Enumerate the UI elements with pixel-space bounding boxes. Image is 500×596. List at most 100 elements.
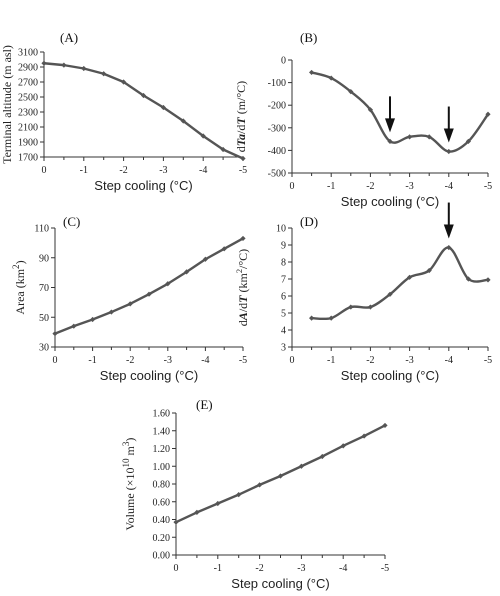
y-tick-label: 90 <box>39 253 49 264</box>
x-tick-label: -1 <box>88 355 96 366</box>
y-tick-label: 0.40 <box>153 515 171 526</box>
y-tick-label: 0 <box>281 56 286 67</box>
data-point <box>367 304 373 310</box>
y-tick-label: 1.00 <box>153 462 171 473</box>
data-point <box>41 60 47 66</box>
y-tick-label: -400 <box>268 146 286 157</box>
chart-panel: (B) -500 -400 -300 -200 -100 0 0 -1 -2 -3 -4 -5 Step … <box>234 30 492 209</box>
x-tick-label: 0 <box>290 355 295 366</box>
data-point <box>165 281 171 287</box>
data-point <box>184 269 190 275</box>
data-point <box>367 107 373 113</box>
y-tick-label: 0.60 <box>153 497 171 508</box>
y-tick-label: 30 <box>39 343 49 354</box>
y-tick-label: 2100 <box>18 123 38 134</box>
panel-label: (C) <box>63 214 80 229</box>
panel-label: (D) <box>300 214 318 229</box>
data-point <box>101 71 107 77</box>
data-point <box>240 235 246 242</box>
data-point <box>236 492 242 498</box>
data-point <box>387 291 393 297</box>
data-point <box>426 267 432 274</box>
y-tick-label: 10 <box>276 224 286 235</box>
data-point <box>328 75 334 81</box>
data-point <box>52 331 58 337</box>
data-point <box>140 92 147 99</box>
x-tick-label: -4 <box>199 165 207 176</box>
y-tick-label: 4 <box>281 326 286 337</box>
y-tick-label: 2700 <box>18 78 38 89</box>
y-tick-label: 70 <box>39 283 49 294</box>
data-point <box>61 62 67 68</box>
y-tick-label: 50 <box>39 313 49 324</box>
y-tick-label: 2500 <box>18 93 38 104</box>
x-tick-label: -4 <box>445 355 453 366</box>
y-tick-label: 0.20 <box>153 533 171 544</box>
x-axis-label: Step cooling (°C) <box>94 178 192 193</box>
x-tick-label: -1 <box>327 355 335 366</box>
annotation-arrow <box>385 96 395 133</box>
x-tick-label: 0 <box>174 563 179 574</box>
chart-panel: (A) 1700 1900 2100 2300 2500 2700 2900 3100 0 -1 -2… <box>0 30 247 193</box>
x-tick-label: -5 <box>484 355 492 366</box>
x-tick-label: -4 <box>201 355 209 366</box>
x-axis-label: Step cooling (°C) <box>231 576 329 591</box>
y-tick-label: 1700 <box>18 153 38 164</box>
data-point <box>382 422 388 429</box>
x-tick-label: -2 <box>366 355 374 366</box>
data-point <box>220 146 226 153</box>
series-line <box>53 237 245 335</box>
data-point <box>309 69 315 76</box>
annotation-arrow <box>443 106 454 143</box>
panel-label: (A) <box>60 30 78 45</box>
x-tick-label: -2 <box>366 181 374 192</box>
x-tick-label: -3 <box>405 181 413 192</box>
data-point <box>90 316 96 323</box>
annotation-arrow <box>443 202 454 239</box>
chart-panel: (C) 30 50 70 90 110 0 -1 -2 -3 -4 -5 Step cooling (°… <box>11 214 247 383</box>
data-point <box>485 277 491 283</box>
y-axis-label: Terminal altitude (m asl) <box>0 45 14 164</box>
chart-panel: (E) 0.00 0.20 0.40 0.60 0.80 1.00 1.20 1.40 1.60 0… <box>121 397 389 591</box>
x-tick-label: -2 <box>126 355 134 366</box>
y-tick-label: 2900 <box>18 63 38 74</box>
x-tick-label: -3 <box>297 563 305 574</box>
data-point <box>407 274 413 280</box>
y-tick-label: 3100 <box>18 48 38 59</box>
x-tick-label: -4 <box>339 563 347 574</box>
data-point <box>387 138 393 144</box>
data-point <box>319 453 325 460</box>
x-tick-label: -1 <box>80 165 88 176</box>
chart-panel: (D) 3 4 5 6 7 8 9 10 0 -1 -2 -3 -4 -5 Step cooling (°C)… <box>235 202 492 383</box>
data-point <box>298 463 304 469</box>
y-tick-label: 1.60 <box>153 409 171 420</box>
data-point <box>407 134 413 140</box>
y-tick-label: 9 <box>281 241 286 252</box>
y-tick-label: 0.80 <box>153 480 171 491</box>
data-point <box>426 134 432 140</box>
y-tick-label: 0.00 <box>153 551 171 562</box>
data-point <box>71 323 77 329</box>
data-point <box>348 304 354 310</box>
x-tick-label: -2 <box>255 563 263 574</box>
data-point <box>160 104 166 111</box>
x-tick-label: -2 <box>119 165 127 176</box>
data-point <box>446 148 452 155</box>
x-tick-label: -5 <box>239 165 247 176</box>
data-point <box>81 65 87 72</box>
y-tick-label: 1.40 <box>153 426 171 437</box>
data-point <box>328 315 334 321</box>
x-tick-label: -4 <box>445 181 453 192</box>
y-tick-label: -500 <box>268 169 286 180</box>
x-tick-label: 0 <box>42 165 47 176</box>
data-point <box>465 276 471 282</box>
y-tick-label: 6 <box>281 292 286 303</box>
data-point <box>257 482 263 488</box>
x-axis-label: Step cooling (°C) <box>100 368 198 383</box>
x-tick-label: -1 <box>327 181 335 192</box>
data-point <box>173 519 179 525</box>
data-point <box>340 443 346 449</box>
y-tick-label: 2300 <box>18 108 38 119</box>
x-tick-label: -3 <box>159 165 167 176</box>
data-point <box>202 256 208 262</box>
